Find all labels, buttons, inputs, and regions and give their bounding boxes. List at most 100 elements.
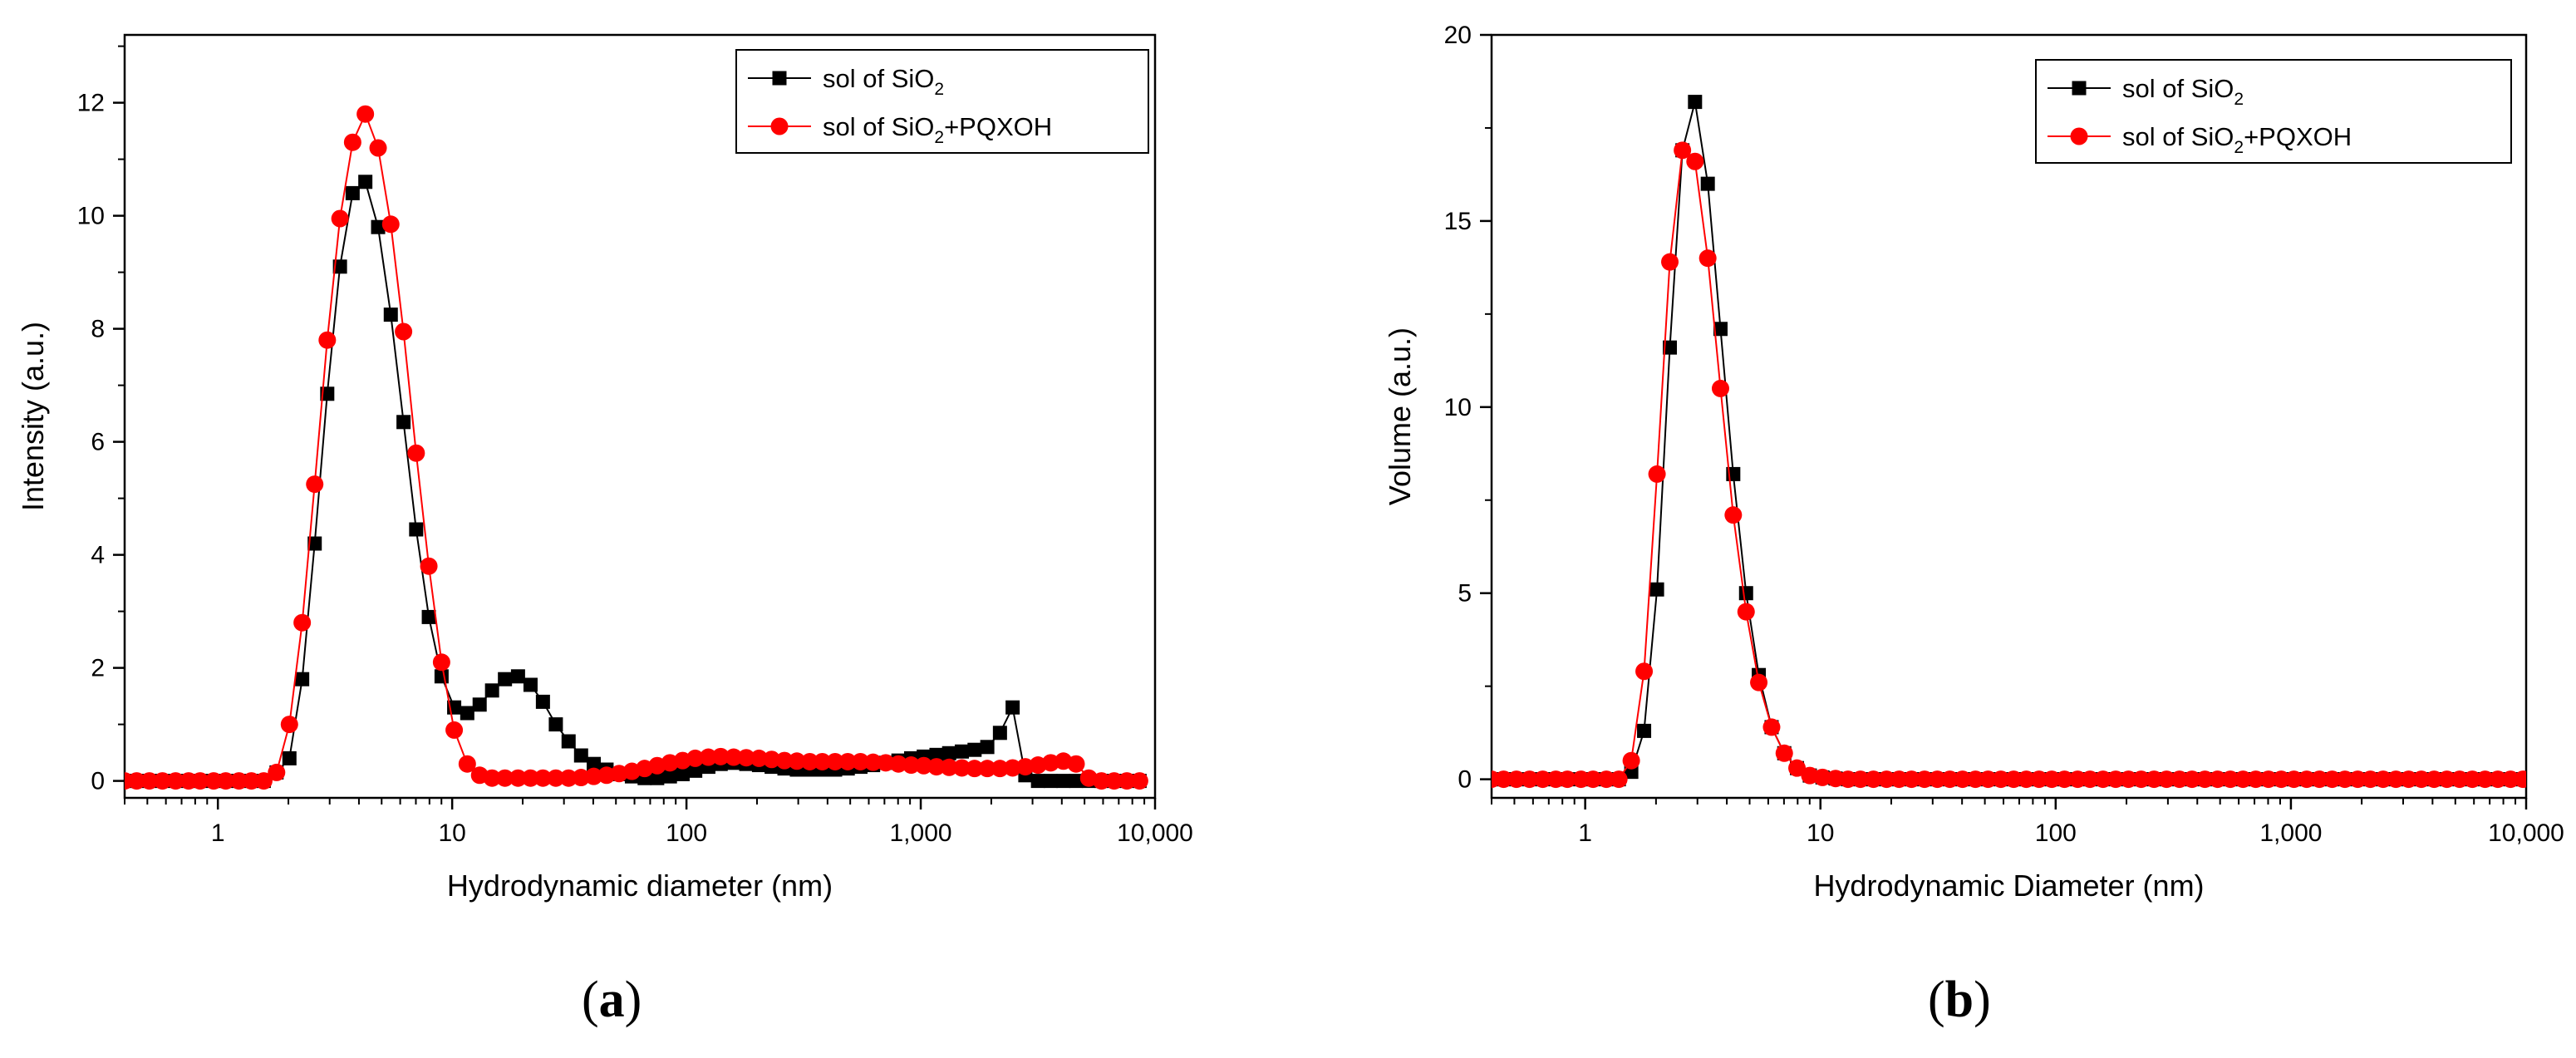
- data-point: [1597, 770, 1615, 789]
- data-point: [2362, 770, 2380, 789]
- data-point: [699, 748, 717, 766]
- data-point: [496, 769, 514, 787]
- data-point: [1813, 768, 1831, 786]
- data-point: [2272, 770, 2290, 789]
- data-point: [1915, 770, 1934, 789]
- data-point: [2234, 770, 2252, 789]
- data-point: [1637, 723, 1652, 738]
- data-point: [1966, 770, 1984, 789]
- legend-label: sol of SiO2+PQXOH: [823, 112, 1052, 147]
- panel-letter-a: a: [598, 972, 625, 1028]
- x-axis-label: Hydrodynamic Diameter (nm): [1813, 869, 2204, 903]
- data-point: [547, 769, 565, 787]
- x-tick-label: 1: [1578, 819, 1592, 847]
- data-point: [1865, 770, 1883, 789]
- data-point: [1558, 770, 1576, 789]
- data-point: [1877, 770, 1895, 789]
- data-point: [217, 772, 235, 790]
- data-point: [2374, 770, 2392, 789]
- data-point: [688, 763, 703, 778]
- data-point: [409, 522, 424, 537]
- data-point: [1041, 754, 1059, 772]
- data-point: [1992, 770, 2010, 789]
- x-tick-label: 10,000: [2488, 819, 2564, 847]
- data-point: [1700, 176, 1715, 191]
- data-point: [280, 716, 298, 734]
- data-point: [1724, 506, 1743, 524]
- data-point: [2195, 770, 2214, 789]
- data-point: [852, 752, 870, 770]
- legend-text: sol of SiO: [823, 112, 934, 141]
- data-point: [434, 669, 449, 684]
- data-point: [2348, 770, 2367, 789]
- data-point: [1648, 465, 1666, 483]
- data-point: [421, 609, 436, 624]
- series-line: [1492, 148, 2524, 780]
- data-point: [941, 746, 956, 760]
- data-point: [127, 772, 145, 790]
- plot-frame: [1490, 33, 2528, 800]
- y-tick-label: 10: [1444, 394, 1472, 421]
- data-point: [2209, 770, 2227, 789]
- data-point: [788, 752, 806, 770]
- data-point: [345, 185, 360, 200]
- data-point: [2081, 770, 2099, 789]
- data-point: [306, 475, 324, 494]
- y-tick-label: 8: [91, 316, 105, 343]
- data-point: [1713, 322, 1728, 337]
- data-point: [725, 748, 743, 766]
- data-point: [675, 766, 690, 781]
- data-point: [929, 747, 944, 762]
- data-point: [332, 259, 347, 274]
- data-point: [1093, 772, 1111, 790]
- data-point: [2221, 770, 2239, 789]
- x-tick-label: 10: [438, 819, 465, 847]
- data-point: [902, 756, 921, 775]
- data-point: [967, 742, 982, 757]
- data-point: [472, 697, 487, 712]
- data-point: [331, 209, 349, 228]
- data-point: [838, 752, 857, 770]
- legend-text: sol of SiO: [823, 64, 934, 93]
- data-point: [510, 669, 525, 684]
- data-point: [559, 769, 578, 787]
- y-axis-label: Intensity (a.u.): [16, 322, 50, 511]
- data-point: [2400, 770, 2418, 789]
- data-point: [889, 755, 907, 773]
- data-point: [877, 754, 895, 772]
- data-point: [318, 331, 337, 349]
- y-tick-label: 0: [91, 768, 105, 795]
- legend-label: sol of SiO2+PQXOH: [2122, 122, 2352, 157]
- data-point: [966, 760, 984, 778]
- data-point: [484, 683, 499, 698]
- data-point: [1663, 340, 1678, 355]
- data-point: [1674, 141, 1692, 160]
- legend-box: [2035, 59, 2512, 164]
- data-point: [2017, 770, 2035, 789]
- data-point: [2298, 770, 2316, 789]
- data-point: [1030, 774, 1045, 789]
- data-point: [2259, 770, 2278, 789]
- data-point: [1130, 772, 1148, 790]
- data-point: [140, 772, 159, 790]
- data-point: [1507, 770, 1526, 789]
- data-point: [2489, 770, 2507, 789]
- data-point: [1016, 758, 1035, 776]
- data-point: [460, 706, 474, 721]
- data-point: [980, 740, 995, 755]
- data-point: [1005, 700, 1020, 715]
- data-point: [369, 139, 387, 157]
- data-point: [1928, 770, 1946, 789]
- data-point: [521, 769, 539, 787]
- panel-label-b: (b): [1928, 972, 1991, 1028]
- series-2: [125, 105, 1148, 790]
- data-point: [407, 444, 425, 462]
- data-point: [2463, 770, 2481, 789]
- data-point: [2183, 770, 2201, 789]
- data-point: [1572, 770, 1590, 789]
- panel-label-a: (a): [582, 972, 642, 1028]
- data-point: [2043, 770, 2061, 789]
- data-point: [2412, 770, 2431, 789]
- data-point: [282, 750, 297, 765]
